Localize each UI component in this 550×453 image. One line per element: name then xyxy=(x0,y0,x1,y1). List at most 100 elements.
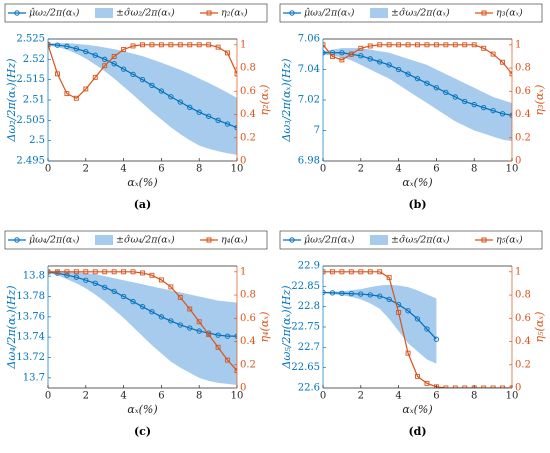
marker xyxy=(206,42,212,48)
x-tick-label: 8 xyxy=(196,391,202,402)
y-axis-label: Δω₄/2π(αₓ)(Hz) xyxy=(5,285,18,369)
y-tick-label: 7.04 xyxy=(298,64,320,75)
marker xyxy=(395,66,402,73)
marker xyxy=(358,291,364,297)
marker xyxy=(424,42,430,48)
marker xyxy=(225,50,231,56)
y-tick-label: 7.02 xyxy=(298,95,320,106)
marker xyxy=(168,94,174,100)
marker xyxy=(424,80,430,86)
series-line xyxy=(48,43,237,129)
marker xyxy=(490,51,496,57)
marker xyxy=(92,269,98,275)
legend-label: η₂(αₓ) xyxy=(221,8,248,19)
band-area xyxy=(323,48,512,142)
marker xyxy=(64,269,70,275)
marker xyxy=(329,50,336,56)
marker xyxy=(490,108,496,114)
marker xyxy=(187,42,193,48)
x-tick-label: 10 xyxy=(231,164,244,175)
marker xyxy=(73,274,80,280)
y-tick-label: 22.9 xyxy=(298,261,320,272)
series-line xyxy=(48,44,237,99)
marker xyxy=(234,368,237,374)
panel: 0 2 4 6 8 10 2.495 2.5 2.505 2.51 2.515 2.52 2.525 0 0… xyxy=(4,3,271,211)
marker xyxy=(120,66,127,72)
marker xyxy=(500,385,506,388)
legend-label: ±σ̂ω₂/2π(αₓ) xyxy=(116,8,175,19)
legend-box xyxy=(4,3,268,23)
marker xyxy=(433,85,440,91)
caption: (d) xyxy=(408,425,426,438)
marker xyxy=(121,269,127,275)
legend-marker xyxy=(481,10,487,16)
marker xyxy=(224,121,231,127)
marker xyxy=(111,288,117,295)
y-tick-label: 22.65 xyxy=(291,362,320,373)
marker xyxy=(215,117,221,123)
marker xyxy=(48,42,51,48)
marker xyxy=(386,42,392,48)
marker xyxy=(234,71,237,77)
marker xyxy=(480,104,487,111)
marker xyxy=(234,333,237,339)
x-axis-label: αₓ(%) xyxy=(402,403,432,416)
y2-tick-label: 0.8 xyxy=(515,63,531,74)
plot-area xyxy=(48,41,237,155)
marker xyxy=(339,269,345,275)
y2-tick-label: 0 xyxy=(240,156,246,167)
marker xyxy=(339,290,345,296)
caption: (a) xyxy=(134,198,152,211)
y2-tick-label: 0 xyxy=(240,383,246,394)
marker xyxy=(386,296,392,302)
x-tick-label: 0 xyxy=(45,164,51,175)
x-tick-label: 0 xyxy=(320,391,326,402)
marker xyxy=(83,269,89,275)
x-tick-label: 10 xyxy=(231,391,244,402)
marker xyxy=(224,333,231,339)
marker xyxy=(187,325,193,331)
legend-swatch xyxy=(95,8,113,18)
legend: μ̂ω₃/2π(αₓ) ±σ̂ω₃/2π(αₓ) η₃(αₓ) xyxy=(279,3,543,23)
marker xyxy=(405,71,411,77)
legend-marker xyxy=(481,237,487,243)
marker xyxy=(168,318,174,324)
caption: (b) xyxy=(408,198,426,211)
marker xyxy=(177,322,183,328)
marker xyxy=(158,88,165,94)
x-tick-label: 2 xyxy=(358,391,364,402)
marker xyxy=(102,56,108,62)
x-tick-label: 8 xyxy=(471,164,477,175)
marker xyxy=(471,42,477,48)
legend-label: μ̂ω₄/2π(αₓ) xyxy=(29,235,80,246)
marker xyxy=(225,357,231,363)
y-tick-label: 13.7 xyxy=(23,372,45,383)
marker xyxy=(111,269,117,275)
x-tick-label: 8 xyxy=(196,164,202,175)
legend-box xyxy=(279,230,543,250)
legend-marker xyxy=(289,10,295,16)
band-area xyxy=(48,271,237,385)
y2-tick-label: 0.8 xyxy=(240,290,256,301)
x-tick-label: 6 xyxy=(433,164,439,175)
marker xyxy=(177,99,183,105)
marker xyxy=(490,385,496,388)
marker xyxy=(215,344,221,350)
marker xyxy=(443,42,449,48)
y2-tick-label: 0.2 xyxy=(240,359,256,370)
x-tick-label: 2 xyxy=(358,164,364,175)
plot-area xyxy=(323,269,512,388)
x-tick-label: 4 xyxy=(120,164,126,175)
marker xyxy=(168,42,174,48)
marker xyxy=(54,42,61,48)
y2-tick-label: 0 xyxy=(515,383,521,394)
legend-label: η₄(αₓ) xyxy=(221,235,248,246)
y-axis-label: Δω₂/2π(αₓ)(Hz) xyxy=(5,58,18,142)
legend-marker xyxy=(14,10,20,16)
y-tick-label: 7 xyxy=(314,125,320,136)
marker xyxy=(433,42,439,48)
y2-tick-label: 0.6 xyxy=(515,313,531,324)
marker xyxy=(121,47,127,52)
marker xyxy=(64,272,70,278)
